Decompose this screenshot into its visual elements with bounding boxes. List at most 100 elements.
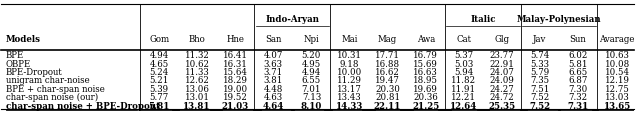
Text: 13.01: 13.01 (185, 92, 210, 101)
Text: Hne: Hne (227, 34, 244, 43)
Text: 10.00: 10.00 (337, 67, 362, 76)
Text: 19.00: 19.00 (223, 84, 248, 93)
Text: 13.43: 13.43 (337, 92, 362, 101)
Text: OBPE: OBPE (6, 59, 31, 68)
Text: char-span noise + BPE-Dropout: char-span noise + BPE-Dropout (6, 101, 160, 110)
Text: Malay-Polynesian: Malay-Polynesian (516, 15, 601, 24)
Text: 10.63: 10.63 (605, 51, 630, 60)
Text: 5.79: 5.79 (531, 67, 550, 76)
Text: 11.91: 11.91 (451, 84, 476, 93)
Text: Npi: Npi (303, 34, 319, 43)
Text: 13.17: 13.17 (337, 84, 362, 93)
Text: 5.37: 5.37 (454, 51, 474, 60)
Text: 10.54: 10.54 (605, 67, 630, 76)
Text: 9.18: 9.18 (340, 59, 359, 68)
Text: 5.77: 5.77 (150, 92, 169, 101)
Text: 5.39: 5.39 (150, 84, 169, 93)
Text: 5.74: 5.74 (531, 51, 550, 60)
Text: 4.07: 4.07 (264, 51, 283, 60)
Text: unigram char-noise: unigram char-noise (6, 76, 90, 85)
Text: 19.52: 19.52 (223, 92, 248, 101)
Text: 6.02: 6.02 (568, 51, 588, 60)
Text: 5.81: 5.81 (148, 101, 170, 110)
Text: 21.03: 21.03 (221, 101, 249, 110)
Text: 13.03: 13.03 (605, 92, 630, 101)
Text: 7.30: 7.30 (568, 84, 588, 93)
Text: San: San (265, 34, 282, 43)
Text: 5.20: 5.20 (301, 51, 321, 60)
Text: 11.33: 11.33 (185, 67, 209, 76)
Text: 16.62: 16.62 (375, 67, 400, 76)
Text: 19.69: 19.69 (413, 84, 438, 93)
Text: 12.75: 12.75 (605, 84, 630, 93)
Text: 22.11: 22.11 (374, 101, 401, 110)
Text: 24.09: 24.09 (490, 76, 515, 85)
Text: 15.64: 15.64 (223, 67, 248, 76)
Text: Cat: Cat (456, 34, 471, 43)
Text: 11.32: 11.32 (185, 51, 210, 60)
Text: 4.48: 4.48 (264, 84, 283, 93)
Text: 20.36: 20.36 (413, 92, 438, 101)
Text: 13.06: 13.06 (185, 84, 210, 93)
Text: 19.47: 19.47 (375, 76, 400, 85)
Text: 5.03: 5.03 (454, 59, 474, 68)
Text: 18.95: 18.95 (413, 76, 438, 85)
Text: 5.81: 5.81 (568, 59, 588, 68)
Text: 24.72: 24.72 (490, 92, 514, 101)
Text: 4.95: 4.95 (302, 59, 321, 68)
Text: BPE-Dropout: BPE-Dropout (6, 67, 63, 76)
Text: 4.94: 4.94 (150, 51, 169, 60)
Text: 18.29: 18.29 (223, 76, 248, 85)
Text: Avarage: Avarage (600, 34, 635, 43)
Text: BPE: BPE (6, 51, 24, 60)
Text: 7.52: 7.52 (531, 92, 550, 101)
Text: 5.24: 5.24 (150, 67, 169, 76)
Text: 7.51: 7.51 (530, 84, 550, 93)
Text: 3.81: 3.81 (264, 76, 283, 85)
Text: 10.08: 10.08 (605, 59, 630, 68)
Text: 7.13: 7.13 (302, 92, 321, 101)
Text: Gom: Gom (149, 34, 169, 43)
Text: 4.64: 4.64 (262, 101, 284, 110)
Text: 6.87: 6.87 (568, 76, 588, 85)
Text: 11.29: 11.29 (337, 76, 362, 85)
Text: 17.71: 17.71 (375, 51, 400, 60)
Text: Mag: Mag (378, 34, 397, 43)
Text: 12.21: 12.21 (451, 92, 476, 101)
Text: 24.27: 24.27 (490, 84, 514, 93)
Text: 7.31: 7.31 (568, 101, 589, 110)
Text: 16.79: 16.79 (413, 51, 438, 60)
Text: 12.62: 12.62 (185, 76, 210, 85)
Text: 22.91: 22.91 (490, 59, 515, 68)
Text: 7.52: 7.52 (529, 101, 550, 110)
Text: Indo-Aryan: Indo-Aryan (266, 15, 319, 24)
Text: 15.69: 15.69 (413, 59, 438, 68)
Text: 20.30: 20.30 (375, 84, 400, 93)
Text: 7.01: 7.01 (301, 84, 321, 93)
Text: Models: Models (6, 34, 41, 43)
Text: 24.07: 24.07 (490, 67, 515, 76)
Text: 13.65: 13.65 (604, 101, 631, 110)
Text: 8.10: 8.10 (301, 101, 322, 110)
Text: Sun: Sun (570, 34, 586, 43)
Text: 23.77: 23.77 (490, 51, 514, 60)
Text: 10.31: 10.31 (337, 51, 362, 60)
Text: BPE + char-span noise: BPE + char-span noise (6, 84, 105, 93)
Text: 14.33: 14.33 (336, 101, 363, 110)
Text: Italic: Italic (470, 15, 495, 24)
Text: 5.33: 5.33 (531, 59, 549, 68)
Text: 16.88: 16.88 (375, 59, 400, 68)
Text: 7.32: 7.32 (568, 92, 588, 101)
Text: 21.25: 21.25 (412, 101, 439, 110)
Text: 6.55: 6.55 (302, 76, 321, 85)
Text: Mai: Mai (341, 34, 358, 43)
Text: 10.62: 10.62 (185, 59, 210, 68)
Text: 16.41: 16.41 (223, 51, 248, 60)
Text: 3.71: 3.71 (264, 67, 283, 76)
Text: 11.82: 11.82 (451, 76, 476, 85)
Text: Awa: Awa (417, 34, 435, 43)
Text: 6.65: 6.65 (568, 67, 588, 76)
Text: 5.94: 5.94 (454, 67, 474, 76)
Text: 13.81: 13.81 (184, 101, 211, 110)
Text: 5.21: 5.21 (149, 76, 169, 85)
